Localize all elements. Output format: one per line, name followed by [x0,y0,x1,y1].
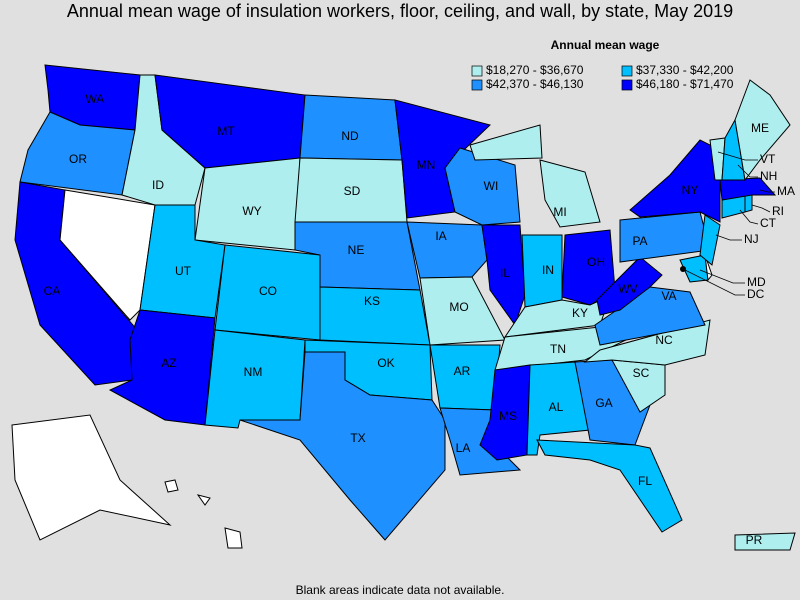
state-shape [299,94,403,161]
state-shape [108,309,216,426]
state-shape [196,494,211,506]
state-shape [744,194,753,213]
state-label: MA [777,184,795,198]
legend-swatch [471,79,483,91]
state-label: SC [633,366,650,380]
state-label: NH [760,169,777,183]
labels: WA OR CA ID MT WY UT AZ CO NM ND SD NE KS OK TX MN IA MO AR… [44,92,795,547]
state-label: WY [242,204,261,218]
dc-dot [680,266,686,272]
leader-line [715,234,742,241]
state-label: PA [632,234,647,248]
state-label: GA [595,396,612,410]
state-label: MO [449,300,468,314]
state-shape [536,439,683,533]
leader-line [739,209,759,225]
state-label: VT [760,152,776,166]
state-shape [224,527,243,549]
state-label: OR [69,152,87,166]
legend-label: $37,330 - $42,200 [636,63,734,77]
footnote: Blank areas indicate data not available. [296,583,505,597]
legend-swatch [621,79,633,91]
legend-label: $18,270 - $36,670 [486,63,584,77]
state-label: KY [572,306,588,320]
state-label: MT [217,124,235,138]
state-label: SD [344,184,361,198]
leader-line [751,204,771,213]
state-label: KS [364,294,380,308]
state-label: TX [350,431,365,445]
state-label: ID [152,178,164,192]
map-title: Annual mean wage of insulation workers, … [67,1,733,21]
state-shape [444,147,521,226]
legend-title: Annual mean wage [551,38,660,52]
state-shape [59,189,156,321]
legend-label: $42,370 - $46,130 [486,77,584,91]
state-label: MS [499,409,517,423]
state-shape [164,479,179,493]
state-label: WV [618,282,637,296]
state-shape [734,79,791,182]
state-label: UT [175,264,192,278]
leader-line [737,164,758,178]
leader-line [717,151,758,161]
state-label: RI [772,204,784,218]
state-label: LA [456,441,471,455]
leader-line [682,268,745,296]
state-label: IL [500,266,510,280]
state-label: AR [454,364,471,378]
leader-line [699,269,745,284]
state-label: CT [760,216,777,230]
state-shape [583,319,711,366]
state-shape [734,532,796,551]
state-shape [719,177,777,201]
state-shape [699,214,721,266]
state-label: AZ [161,356,176,370]
state-label: ME [751,121,769,135]
legend-swatch [621,65,633,77]
state-label: VA [661,289,676,303]
state-label: MI [553,205,566,219]
state-label: IA [435,229,446,243]
state-label: WA [86,92,105,106]
state-label: ND [341,129,359,143]
state-label: AL [549,400,564,414]
state-label: NY [682,183,699,197]
state-shape [406,221,488,279]
leader-line [759,189,775,193]
states [11,64,796,551]
state-label: DC [747,287,765,301]
state-label: CO [259,284,277,298]
legend-label: $46,180 - $71,470 [636,77,734,91]
state-shape [11,414,172,541]
state-shape [629,139,721,223]
state-label: NC [655,333,673,347]
state-label: CA [44,284,61,298]
state-label: OK [377,356,394,370]
state-label: NE [348,243,365,257]
state-label: NM [244,365,263,379]
state-label: NJ [744,232,759,246]
state-shape [469,124,543,161]
state-label: TN [550,342,566,356]
state-shape [539,159,601,228]
legend-swatch [471,65,483,77]
state-label: IN [542,263,554,277]
state-label: FL [638,474,652,488]
state-shape [239,351,446,541]
state-label: WI [484,179,499,193]
state-label: OH [587,255,605,269]
state-label: MN [417,158,436,172]
state-label: MD [747,275,766,289]
state-label: PR [746,533,763,547]
